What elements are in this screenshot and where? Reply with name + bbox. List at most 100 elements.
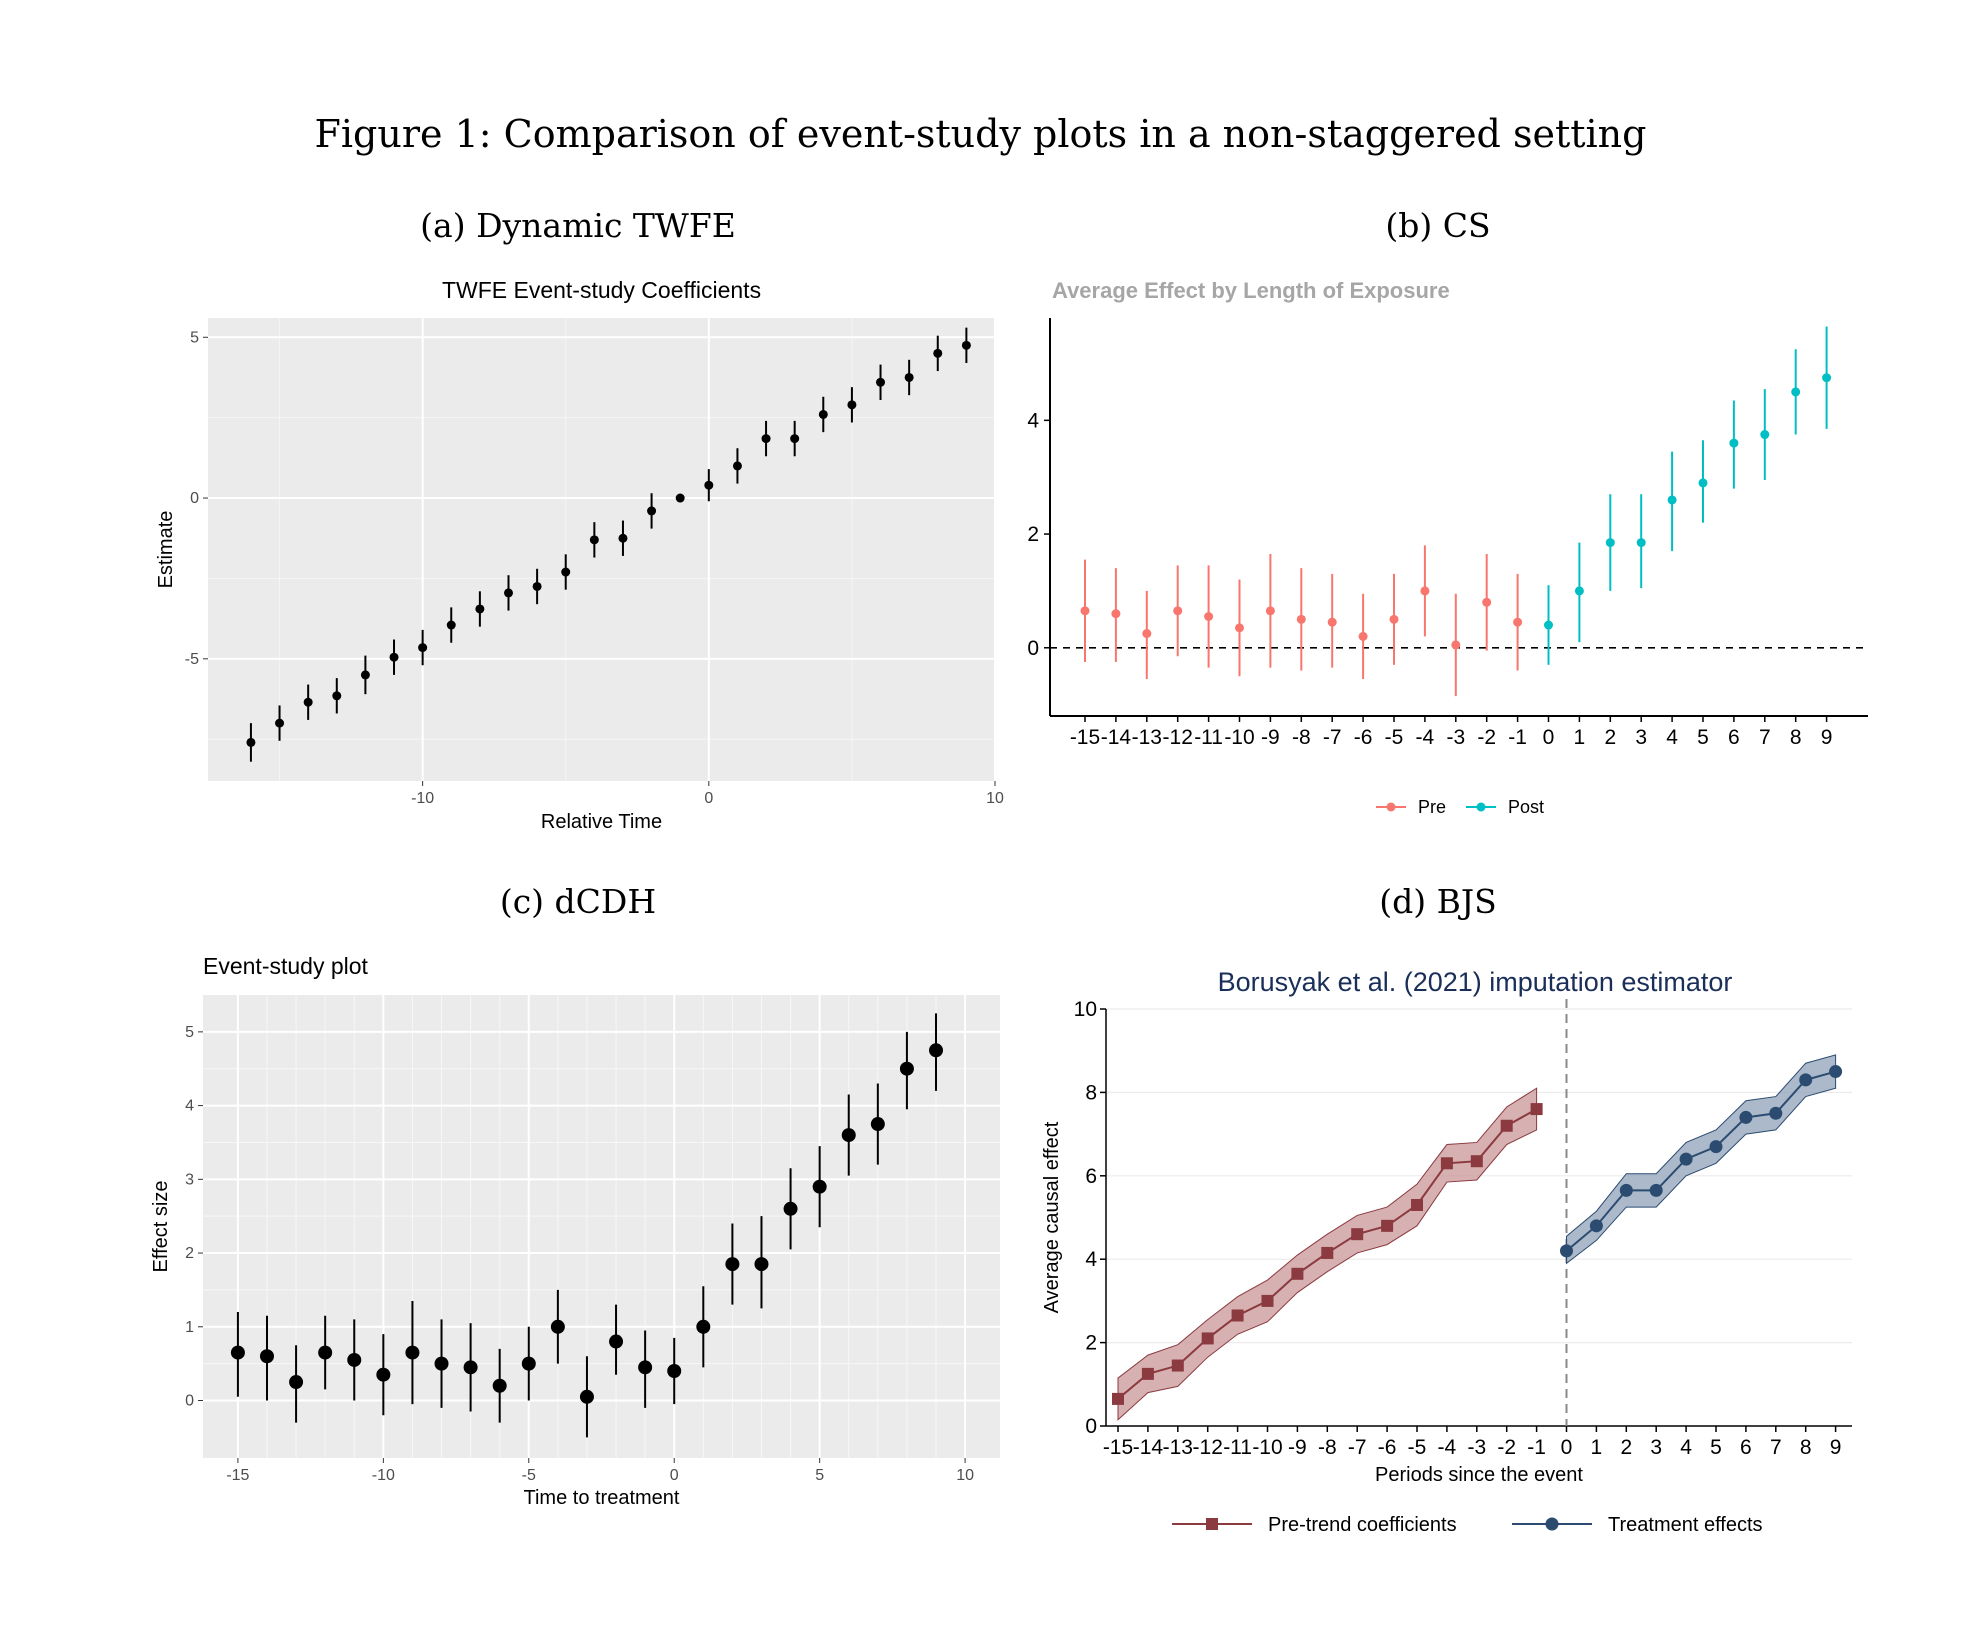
tick-label-x: 6 <box>1740 1436 1752 1459</box>
caption-b: (b) CS <box>1385 206 1491 245</box>
tick-label-y: 4 <box>1027 409 1039 432</box>
data-point <box>667 1364 682 1379</box>
data-point <box>521 1356 536 1371</box>
data-point <box>230 1345 245 1360</box>
tick-label-x: 9 <box>1830 1436 1842 1459</box>
tick-label-x: 4 <box>1666 726 1678 749</box>
tick-label-x: 5 <box>1710 1436 1722 1459</box>
tick-label-x: -14 <box>1133 1436 1164 1459</box>
pre-point <box>1235 623 1244 633</box>
tick-label-x: -11 <box>1223 1436 1252 1459</box>
tick-label-x: -9 <box>1261 726 1280 749</box>
y-axis-label-d: Average causal effect <box>1041 1121 1063 1313</box>
data-point <box>318 1345 333 1360</box>
data-point <box>532 581 542 591</box>
data-point <box>446 620 456 630</box>
pre-point <box>1296 614 1306 624</box>
pre-trend-marker <box>1411 1198 1423 1211</box>
pre-trend-marker <box>1201 1332 1214 1345</box>
tick-label-x: -15 <box>1103 1436 1133 1459</box>
tick-label-y: -5 <box>185 651 199 668</box>
tick-label-y: 6 <box>1085 1165 1097 1188</box>
legend-d: Pre-trend coefficients Treatment effects <box>1172 1514 1763 1536</box>
tick-label-x: -6 <box>1354 726 1373 749</box>
data-point <box>405 1345 420 1360</box>
tick-label-x: -12 <box>1193 1436 1223 1459</box>
tick-label-y: 1 <box>185 1319 194 1336</box>
legend-pre-trend-marker <box>1206 1518 1218 1530</box>
caption-a: (a) Dynamic TWFE <box>420 206 736 245</box>
data-point <box>303 697 313 707</box>
treatment-ci-band <box>1566 1054 1837 1265</box>
y-axis-label-c: Effect size <box>150 1181 172 1273</box>
data-point <box>503 588 513 598</box>
pre-point <box>1389 614 1399 624</box>
tick-label-x: -10 <box>411 790 434 807</box>
data-point <box>418 643 428 653</box>
tick-label-y: 0 <box>190 490 199 507</box>
post-point <box>1698 478 1708 488</box>
pre-point <box>1080 606 1090 616</box>
data-point <box>961 340 971 350</box>
tick-label-x: -10 <box>372 1467 395 1484</box>
y-axis-label-a: Estimate <box>155 511 177 589</box>
data-point <box>732 461 742 471</box>
data-point <box>818 409 828 419</box>
data-point <box>618 533 628 543</box>
pre-point <box>1204 612 1214 621</box>
data-point <box>876 377 886 387</box>
pre-trend-marker <box>1470 1155 1483 1168</box>
data-point <box>434 1356 449 1371</box>
data-point <box>550 1319 565 1334</box>
tick-label-x: 1 <box>1574 726 1586 749</box>
tick-label-x: -4 <box>1416 726 1435 749</box>
data-point <box>870 1117 885 1132</box>
treatment-marker <box>1739 1110 1753 1124</box>
data-point <box>376 1367 391 1382</box>
legend-b: Pre Post <box>1376 797 1544 817</box>
pre-trend-marker <box>1171 1359 1184 1372</box>
pre-point <box>1420 586 1430 596</box>
data-point <box>246 737 256 747</box>
plot-background <box>208 318 995 781</box>
pre-trend-marker <box>1291 1267 1304 1280</box>
post-point <box>1729 438 1739 448</box>
tick-label-x: 0 <box>1561 1436 1573 1459</box>
data-point <box>332 691 342 701</box>
data-point <box>933 348 943 358</box>
pre-point <box>1513 617 1523 627</box>
tick-label-x: 1 <box>1591 1436 1603 1459</box>
panel-b: 024-15 -14 -13 -12 -11 -10 -9 -8 -7 -6 -5 -4 -3 -2 -1 0… <box>1027 278 1868 817</box>
tick-label-x: -8 <box>1318 1436 1337 1459</box>
tick-label-x: -11 <box>1194 726 1223 749</box>
data-point <box>761 434 771 444</box>
tick-label-x: 7 <box>1770 1436 1782 1459</box>
tick-label-x: 5 <box>815 1467 824 1484</box>
tick-label-x: -15 <box>1070 726 1100 749</box>
post-point <box>1822 373 1832 383</box>
pre-trend-marker <box>1321 1246 1334 1259</box>
tick-label-x: -5 <box>522 1467 536 1484</box>
treatment-marker <box>1829 1065 1843 1079</box>
data-point <box>725 1257 740 1272</box>
tick-label-x: 8 <box>1790 726 1802 749</box>
data-point <box>675 493 685 503</box>
data-point <box>475 604 485 614</box>
tick-label-y: 8 <box>1085 1081 1097 1104</box>
data-point <box>360 670 370 680</box>
tick-label-x: -3 <box>1467 1436 1486 1459</box>
data-point <box>289 1375 304 1390</box>
tick-label-x: 5 <box>1697 726 1709 749</box>
pre-trend-marker <box>1351 1228 1364 1241</box>
data-point <box>579 1389 594 1404</box>
pre-point <box>1327 617 1337 627</box>
figure-title: Figure 1: Comparison of event-study plot… <box>314 112 1647 156</box>
legend-treatment-marker <box>1545 1517 1559 1531</box>
tick-label-x: 0 <box>670 1467 679 1484</box>
legend-post-label: Post <box>1508 797 1544 817</box>
tick-label-x: 6 <box>1728 726 1740 749</box>
tick-label-x: -10 <box>1252 1436 1282 1459</box>
tick-label-x: -3 <box>1446 726 1465 749</box>
